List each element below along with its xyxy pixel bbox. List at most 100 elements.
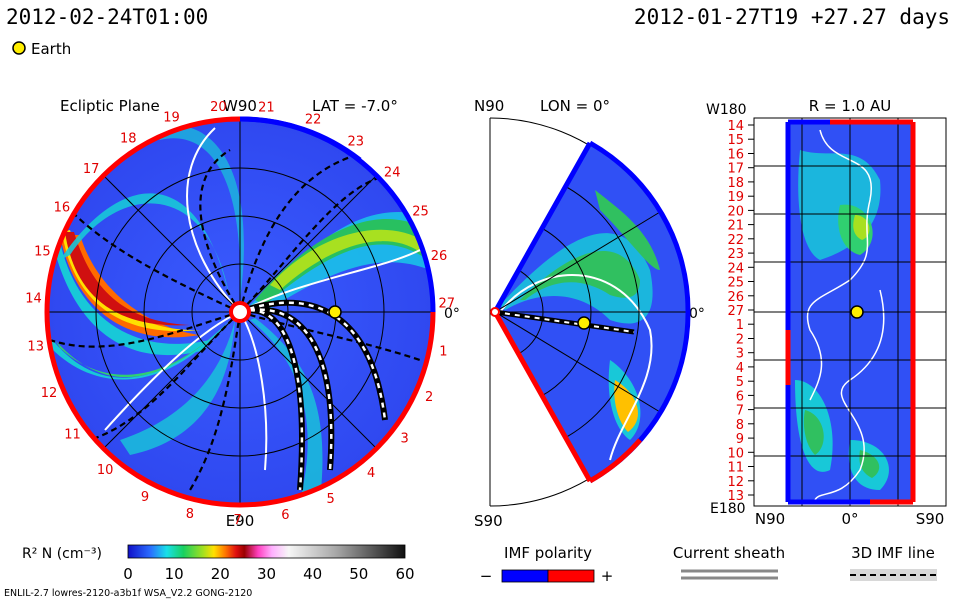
radial-e180-label: E180 <box>710 501 746 517</box>
meridional-s90-label: S90 <box>474 512 503 530</box>
run-info: 2012-01-27T19 +27.27 days <box>634 5 950 29</box>
imf-polarity-title: IMF polarity <box>504 544 592 562</box>
radial-xtick-0: 0° <box>841 510 858 528</box>
radial-ytick-9: 9 <box>736 432 744 447</box>
carrington-tick-27: 27 <box>439 296 456 311</box>
radial-ytick-17: 17 <box>727 162 744 177</box>
current-sheath-legend: Current sheath <box>673 544 785 581</box>
carrington-tick-2: 2 <box>425 390 433 405</box>
radial-ytick-19: 19 <box>727 190 744 205</box>
imf-positive-swatch <box>547 569 595 583</box>
imf-plus-label: + <box>601 567 614 585</box>
carrington-tick-23: 23 <box>348 134 365 149</box>
colorbar-tick-0: 0 <box>123 565 133 583</box>
carrington-tick-12: 12 <box>41 386 58 401</box>
meridional-panel: N90 LON = 0° S90 0° <box>474 97 705 530</box>
carrington-tick-1: 1 <box>439 344 447 359</box>
radial-ytick-14: 14 <box>727 119 744 134</box>
radial-ytick-15: 15 <box>727 133 744 148</box>
carrington-tick-4: 4 <box>367 466 375 481</box>
radial-ytick-22: 22 <box>727 233 744 248</box>
ecliptic-title: Ecliptic Plane <box>60 97 160 115</box>
radial-ytick-4: 4 <box>736 361 744 376</box>
radial-ytick-21: 21 <box>727 219 744 234</box>
carrington-tick-6: 6 <box>281 508 289 523</box>
ecliptic-lat-label: LAT = -7.0° <box>312 97 398 115</box>
imf-line-title: 3D IMF line <box>851 544 935 562</box>
footer-model-info: ENLIL-2.7 lowres-2120-a3b1f WSA_V2.2 GON… <box>4 588 252 599</box>
radial-ytick-11: 11 <box>727 461 744 476</box>
radial-panel: R = 1.0 AU W180 E180 <box>706 97 947 528</box>
colorbar-label: R² N (cm⁻³) <box>22 546 102 562</box>
radial-w180-label: W180 <box>706 102 747 118</box>
radial-ytick-10: 10 <box>727 446 744 461</box>
ecliptic-earth-marker <box>328 305 342 319</box>
ecliptic-w90-label: W90 <box>223 97 257 115</box>
carrington-tick-24: 24 <box>384 166 401 181</box>
meridional-earth-marker <box>577 316 591 330</box>
radial-ytick-7: 7 <box>736 404 744 419</box>
radial-ytick-24: 24 <box>727 261 744 276</box>
radial-xtick-s90: S90 <box>916 510 945 528</box>
radial-ytick-23: 23 <box>727 247 744 262</box>
carrington-tick-18: 18 <box>120 132 137 147</box>
carrington-tick-26: 26 <box>431 249 448 264</box>
radial-y-tick-labels: 1415161718192021222324252627123456789101… <box>727 119 754 504</box>
radial-xtick-n90: N90 <box>755 510 785 528</box>
carrington-tick-5: 5 <box>327 492 335 507</box>
radial-ytick-16: 16 <box>727 148 744 163</box>
carrington-tick-17: 17 <box>83 162 100 177</box>
ecliptic-zero-label: 0° <box>444 306 460 322</box>
radial-ytick-13: 13 <box>727 489 744 504</box>
colorbar-tick-40: 40 <box>303 565 322 583</box>
earth-legend-label: Earth <box>31 40 71 58</box>
radial-title: R = 1.0 AU <box>809 97 891 115</box>
colorbar-tick-10: 10 <box>165 565 184 583</box>
carrington-tick-15: 15 <box>34 244 51 259</box>
colorbar-ticks: 0 10 20 30 40 50 60 <box>123 565 414 583</box>
sun-marker <box>229 301 251 323</box>
radial-ytick-8: 8 <box>736 418 744 433</box>
carrington-tick-3: 3 <box>400 432 408 447</box>
carrington-tick-labels: 20 21222324252627123456789101112131415161… <box>25 100 455 528</box>
carrington-tick-19: 19 <box>163 111 180 126</box>
radial-ytick-6: 6 <box>736 389 744 404</box>
radial-earth-marker <box>850 305 864 319</box>
colorbar-tick-60: 60 <box>395 565 414 583</box>
radial-ytick-2: 2 <box>736 333 744 348</box>
colorbar-tick-30: 30 <box>257 565 276 583</box>
colorbar-gradient <box>127 544 406 559</box>
carrington-tick-22: 22 <box>305 112 322 127</box>
colorbar: R² N (cm⁻³) 0 10 20 30 40 50 60 <box>22 544 415 583</box>
datetime-title: 2012-02-24T01:00 <box>6 5 208 29</box>
ecliptic-plane-panel: Ecliptic Plane LAT = -7.0° W90 E90 0° <box>25 97 460 530</box>
carrington-tick-16: 16 <box>54 200 71 215</box>
carrington-tick-11: 11 <box>64 428 81 443</box>
earth-legend-marker <box>12 41 26 55</box>
carrington-tick-7: 7 <box>233 513 241 528</box>
radial-ytick-5: 5 <box>736 375 744 390</box>
colorbar-tick-20: 20 <box>211 565 230 583</box>
radial-ytick-3: 3 <box>736 347 744 362</box>
meridional-zero-label: 0° <box>689 306 705 322</box>
meridional-n90-label: N90 <box>474 97 504 115</box>
carrington-tick-9: 9 <box>141 490 149 505</box>
imf-negative-swatch <box>501 569 549 583</box>
radial-ytick-25: 25 <box>727 276 744 291</box>
radial-ytick-12: 12 <box>727 475 744 490</box>
radial-ytick-18: 18 <box>727 176 744 191</box>
carrington-tick-13: 13 <box>27 340 44 355</box>
carrington-tick-25: 25 <box>412 205 429 220</box>
meridional-title: LON = 0° <box>540 97 610 115</box>
carrington-tick-14: 14 <box>25 292 42 307</box>
colorbar-tick-50: 50 <box>349 565 368 583</box>
current-sheath-title: Current sheath <box>673 544 785 562</box>
imf-minus-label: − <box>480 567 493 585</box>
radial-ytick-1: 1 <box>736 318 744 333</box>
carrington-tick-10: 10 <box>97 463 114 478</box>
carrington-tick-21: 21 <box>258 101 275 116</box>
ecliptic-e90-label: E90 <box>226 512 255 530</box>
radial-ytick-27: 27 <box>727 304 744 319</box>
carrington-tick-8: 8 <box>186 507 194 522</box>
